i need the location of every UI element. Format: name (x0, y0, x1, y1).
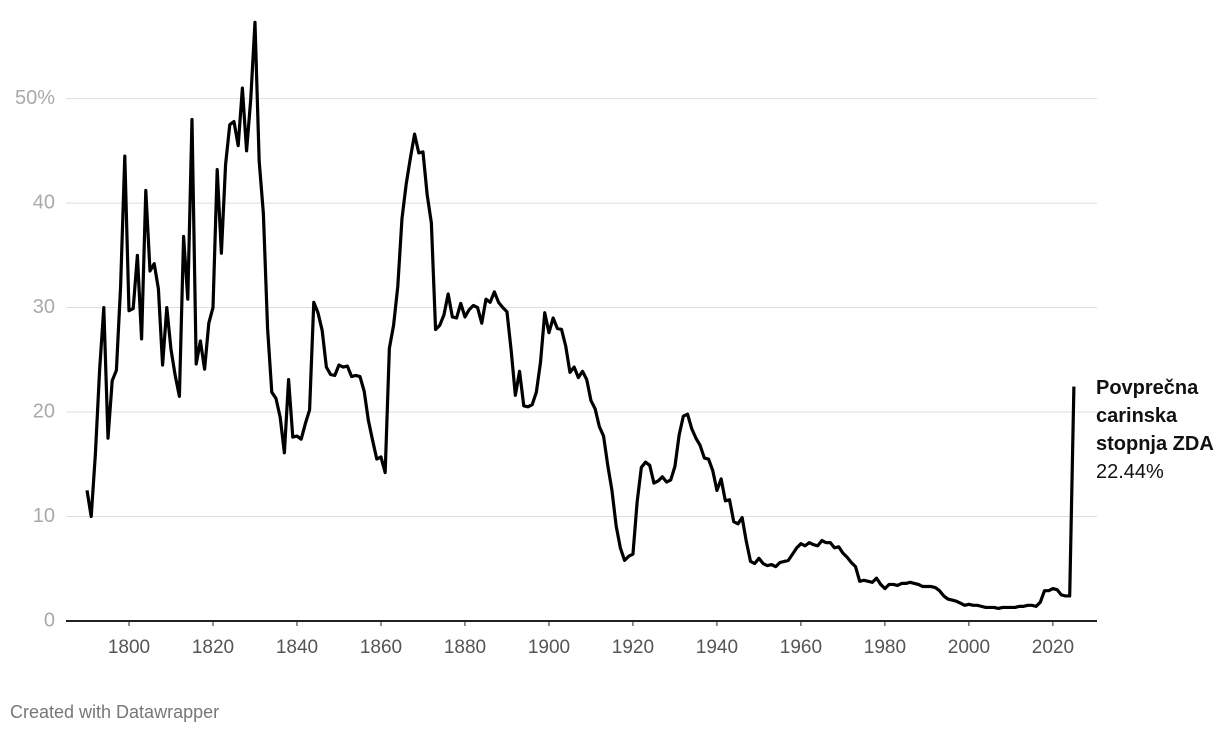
x-tick-label: 1800 (108, 637, 150, 658)
x-tick-label: 2000 (948, 637, 990, 658)
x-tick-label: 2020 (1032, 637, 1074, 658)
x-tick-label: 1920 (612, 637, 654, 658)
y-tick-label: 0 (44, 609, 55, 631)
x-tick-label: 1860 (360, 637, 402, 658)
x-tick-label: 1820 (192, 637, 234, 658)
x-tick-label: 1840 (276, 637, 318, 658)
y-tick-label: 10 (33, 505, 55, 527)
x-tick-label: 1940 (696, 637, 738, 658)
annotation: Povprečna carinska stopnja ZDA 22.44% (1096, 374, 1218, 486)
y-tick-label: 30 (33, 296, 55, 318)
x-tick-label: 1900 (528, 637, 570, 658)
footer: Created with Datawrapper (10, 702, 220, 722)
annotation-value: 22.44% (1096, 461, 1164, 483)
y-tick-label: 20 (33, 400, 55, 422)
x-tick-label: 1880 (444, 637, 486, 658)
y-tick-label: 40 (33, 191, 55, 213)
annotation-title: Povprečna carinska stopnja ZDA (1096, 377, 1214, 455)
x-tick-label: 1960 (780, 637, 822, 658)
y-tick-label: 50% (15, 87, 55, 109)
line (85, 20, 1076, 611)
x-tick-label: 1980 (864, 637, 906, 658)
